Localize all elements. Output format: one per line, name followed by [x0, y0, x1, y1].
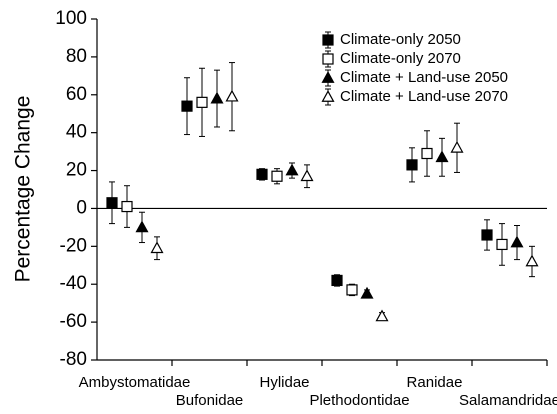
- data-point: [346, 284, 358, 296]
- y-tick-label: -80: [60, 349, 87, 370]
- data-point: [406, 159, 418, 171]
- y-tick-label: 40: [66, 122, 87, 143]
- data-point: [375, 309, 389, 322]
- legend-marker: [321, 90, 335, 102]
- data-point: [210, 91, 224, 104]
- y-tick-label: -60: [60, 311, 87, 332]
- y-tick-label: 60: [66, 84, 87, 105]
- data-point: [450, 140, 464, 153]
- data-point: [525, 254, 539, 267]
- data-point: [225, 89, 239, 102]
- data-point: [181, 100, 193, 112]
- legend-label: Climate + Land-use 2070: [340, 88, 508, 105]
- y-tick-label: 100: [55, 8, 87, 29]
- legend-label: Climate + Land-use 2050: [340, 69, 508, 86]
- data-point: [481, 229, 493, 241]
- data-point: [121, 200, 133, 213]
- data-point: [496, 238, 508, 251]
- data-point: [300, 169, 314, 182]
- data-point: [196, 96, 208, 108]
- data-point: [360, 286, 374, 299]
- legend-label: Climate-only 2070: [340, 50, 461, 67]
- x-tick-label: Plethodontidae: [309, 392, 409, 409]
- y-tick-label: 0: [76, 197, 87, 218]
- data-point: [421, 147, 433, 160]
- data-point: [256, 168, 268, 180]
- data-point: [106, 197, 118, 209]
- data-point: [150, 241, 164, 254]
- data-point: [285, 163, 299, 176]
- legend-marker: [322, 34, 334, 46]
- legend-label: Climate-only 2050: [340, 31, 461, 48]
- x-tick-label: Hylidae: [259, 374, 309, 391]
- data-point: [331, 274, 343, 287]
- x-tick-label: Ambystomatidae: [79, 374, 191, 391]
- legend-marker: [322, 53, 334, 65]
- y-tick-label: 20: [66, 160, 87, 181]
- data-point: [435, 150, 449, 163]
- data-point: [510, 235, 524, 248]
- y-axis-label: Percentage Change: [12, 96, 35, 283]
- y-tick-label: -40: [60, 273, 87, 294]
- data-point: [271, 170, 283, 182]
- legend-marker: [321, 71, 335, 83]
- data-point: [135, 220, 149, 233]
- y-tick-label: 80: [66, 46, 87, 67]
- x-tick-label: Bufonidae: [176, 392, 244, 409]
- y-tick-label: -20: [60, 235, 87, 256]
- x-tick-label: Ranidae: [407, 374, 463, 391]
- x-tick-label: Salamandridae: [459, 392, 557, 409]
